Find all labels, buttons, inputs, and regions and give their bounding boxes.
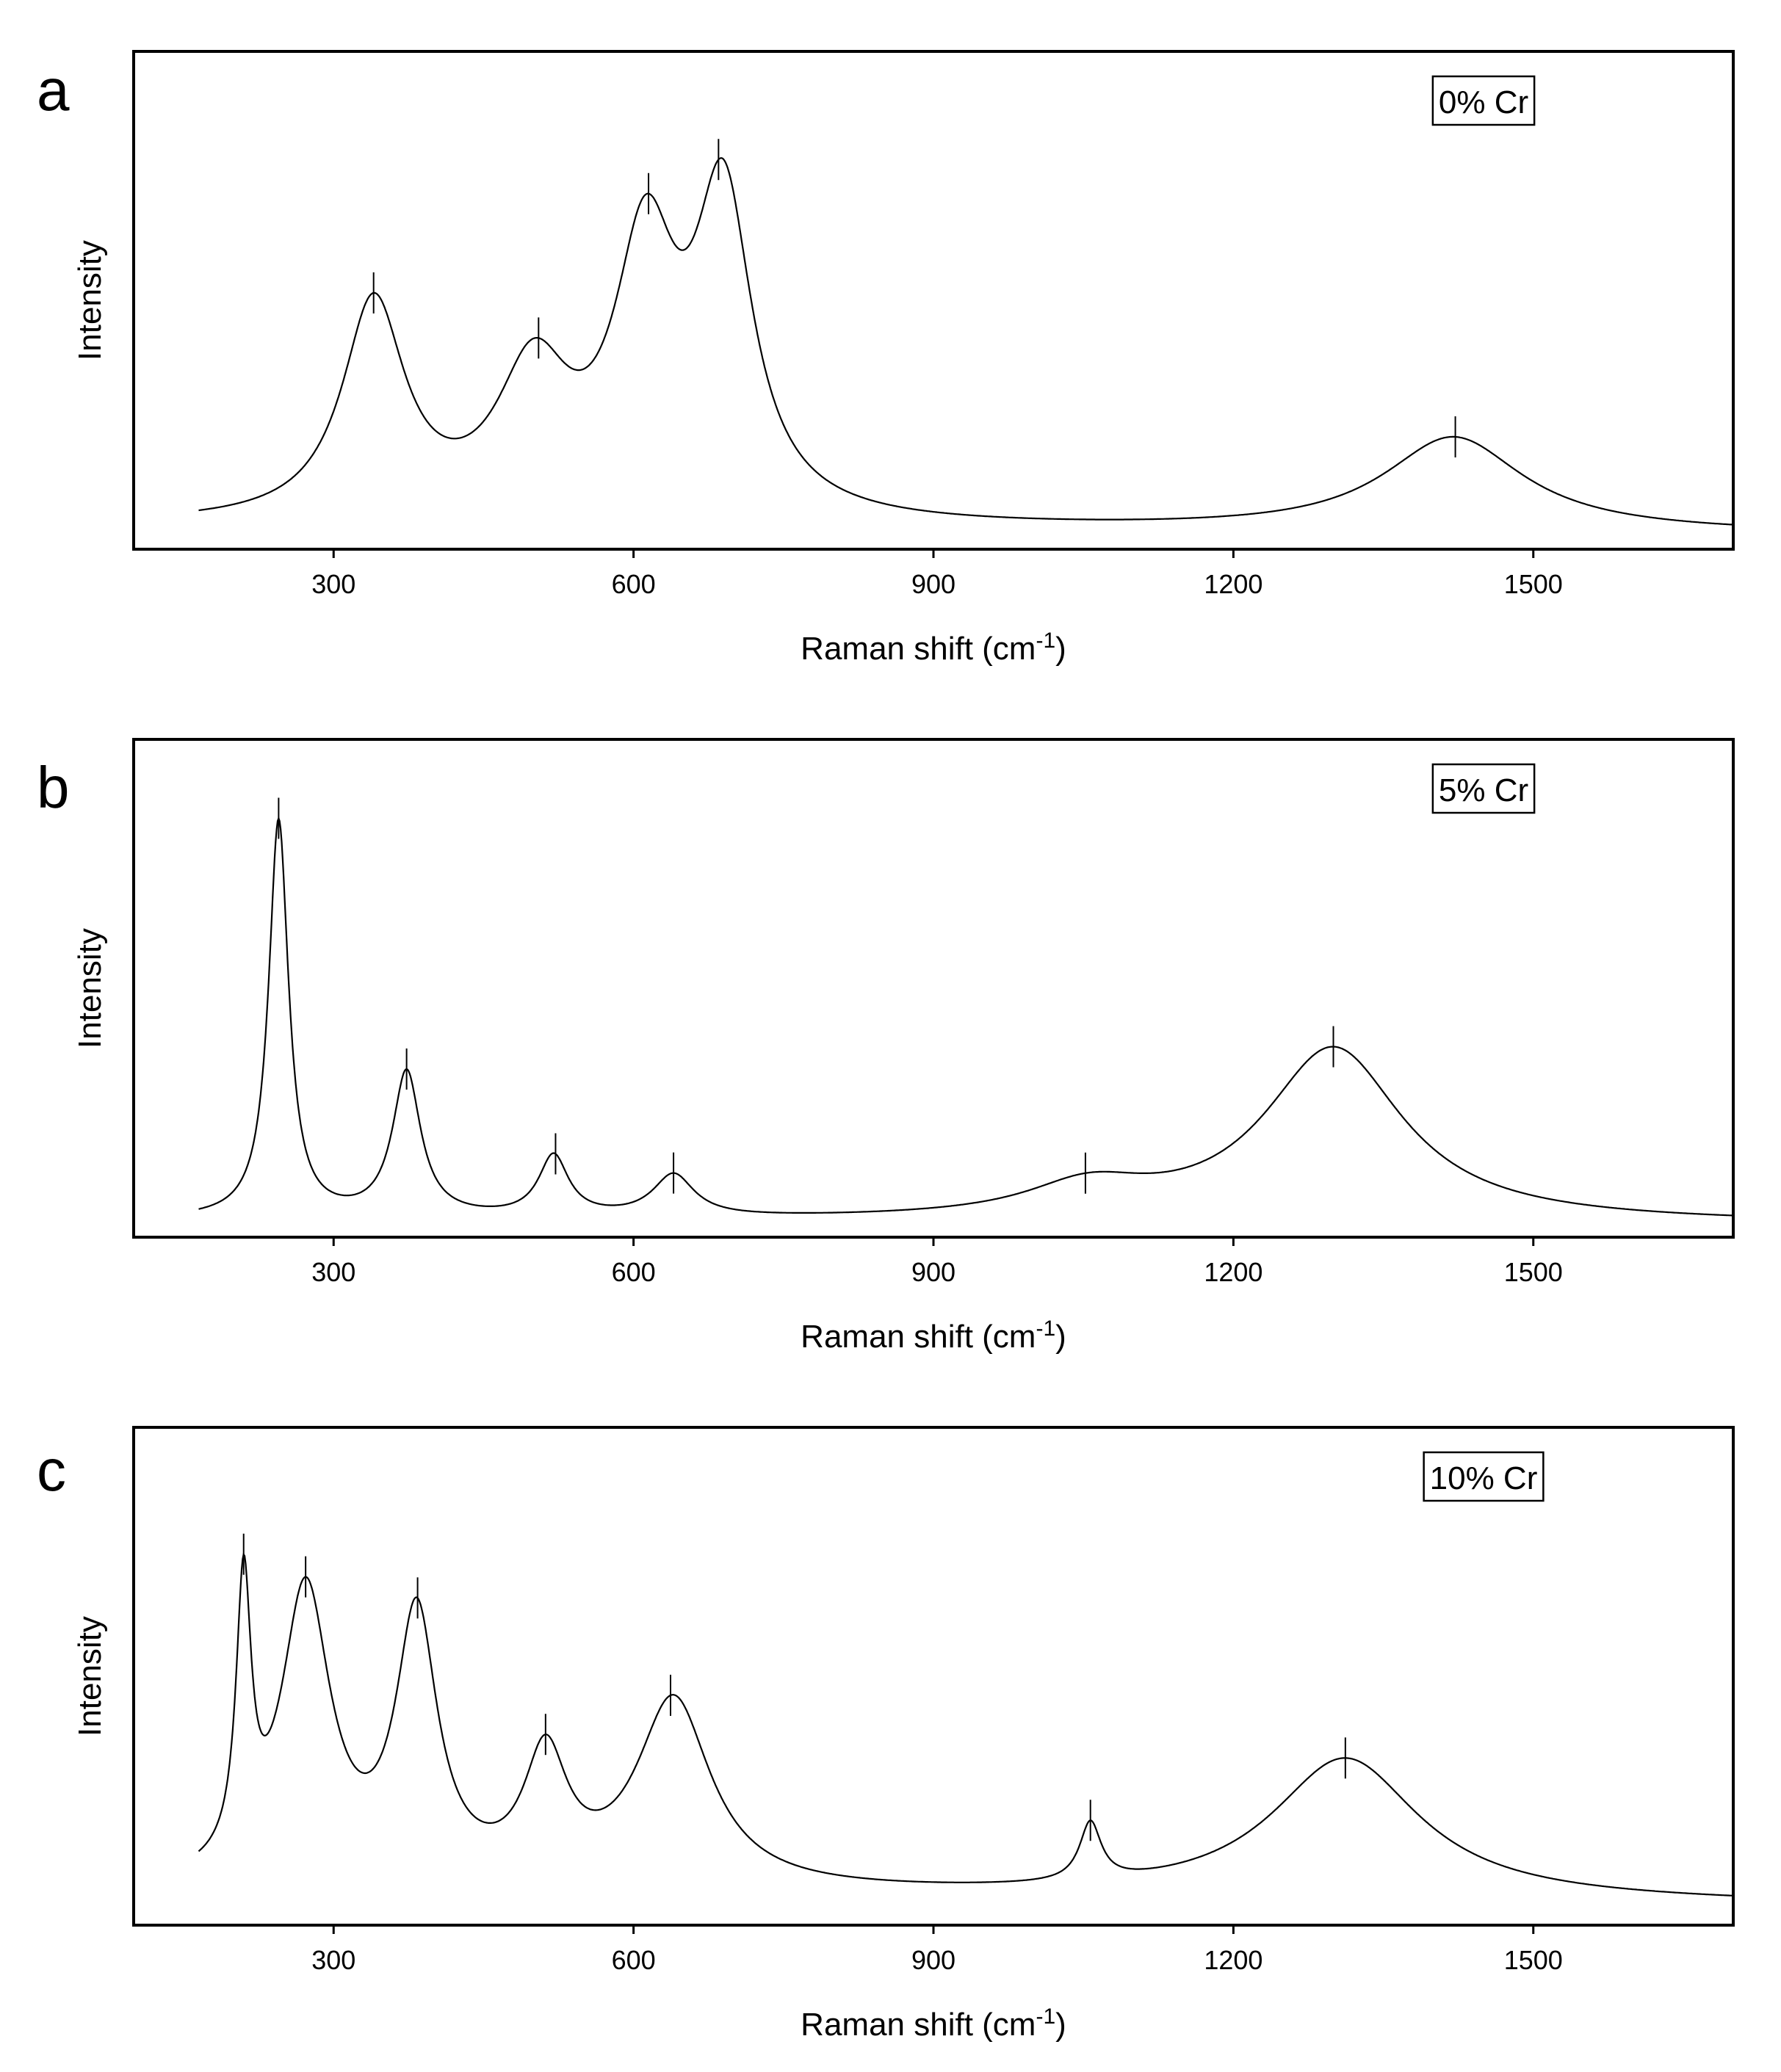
x-tick-label: 900 [911,569,955,599]
legend-box [1431,763,1536,814]
panel-a: 300 600 900 1200 1500 Raman shift (cm-1) Inten… [37,50,1735,667]
legend: 5% Cr [1431,763,1536,814]
x-tick-label: 1200 [1204,569,1262,599]
legend-label: 10% Cr [1430,1460,1538,1496]
panel-letter: b [37,755,70,820]
plot-frame [132,1426,1735,1927]
x-tick-label: 900 [911,1257,955,1287]
legend-box [1423,1451,1545,1502]
x-tick-label: 1500 [1504,1257,1563,1287]
panel-b: 300 600 900 1200 1500 Raman shift (cm-1) Inten… [37,738,1735,1355]
panel-c: 300 600 900 1200 1500 Raman shift (cm-1) Inten… [37,1426,1735,2043]
x-axis-title: Raman shift (cm-1) [801,1316,1066,1355]
panel-letter: a [37,57,70,123]
x-tick-label: 300 [311,569,355,599]
spectrum-line-c [198,1551,1734,1897]
x-tick-label: 1500 [1504,1945,1563,1975]
x-tick-label: 900 [911,1945,955,1975]
plot-frame [132,738,1735,1239]
x-tick-label: 600 [612,569,656,599]
x-tick-label: 300 [311,1945,355,1975]
panel-letter: c [37,1438,66,1503]
y-axis-title: Intensity [72,240,108,361]
legend-label: 0% Cr [1439,84,1528,120]
legend: 10% Cr [1423,1451,1545,1502]
y-axis-title: Intensity [72,928,108,1048]
y-axis-title: Intensity [72,1616,108,1736]
legend: 0% Cr [1431,75,1536,126]
x-tick-label: 600 [612,1945,656,1975]
x-axis-title: Raman shift (cm-1) [801,2004,1066,2043]
legend-label: 5% Cr [1439,772,1528,808]
x-tick-label: 600 [612,1257,656,1287]
x-tick-label: 1500 [1504,569,1563,599]
x-tick-label: 1200 [1204,1257,1262,1287]
x-axis-title: Raman shift (cm-1) [801,629,1066,667]
x-tick-label: 1200 [1204,1945,1262,1975]
x-tick-label: 300 [311,1257,355,1287]
spectrum-line-b [198,816,1734,1217]
spectrum-line-a [198,157,1734,526]
legend-box [1431,75,1536,126]
